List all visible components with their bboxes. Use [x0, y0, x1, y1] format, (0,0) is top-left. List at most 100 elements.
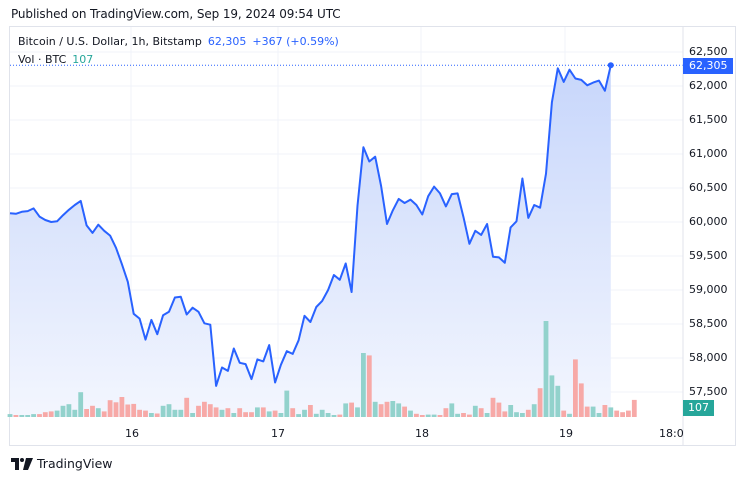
volume-bar [372, 401, 378, 417]
time-axis-label: 18 [415, 427, 429, 440]
volume-bar [54, 410, 60, 417]
volume-bar [313, 413, 319, 417]
volume-bar [396, 403, 402, 417]
price-axis-label: 59,000 [689, 283, 728, 296]
volume-bar [178, 409, 184, 417]
volume-bar [331, 415, 337, 417]
symbol-title[interactable]: Bitcoin / U.S. Dollar, 1h, Bitstamp [18, 35, 202, 48]
volume-bar [449, 403, 455, 417]
volume-bar [72, 409, 78, 417]
volume-bar [149, 413, 154, 417]
price-axis-label: 59,500 [689, 249, 728, 262]
chart-legend: Bitcoin / U.S. Dollar, 1h, Bitstamp 62,30… [18, 33, 339, 69]
time-axis-label: 18:0 [659, 427, 684, 440]
price-axis-label: 62,000 [689, 79, 728, 92]
last-price-marker [607, 62, 614, 69]
volume-bar [119, 397, 125, 417]
volume-bar [337, 414, 343, 417]
volume-bar [37, 414, 42, 417]
volume-bar [549, 375, 555, 417]
price-area-fill [10, 65, 611, 418]
volume-bar [520, 413, 525, 417]
legend-change: +367 (+0.59%) [252, 35, 339, 48]
volume-bar [414, 413, 419, 417]
volume-bar [537, 388, 543, 417]
volume-bar [531, 404, 537, 417]
price-axis-label: 58,000 [689, 351, 728, 364]
published-caption: Published on TradingView.com, Sep 19, 20… [11, 7, 341, 21]
volume-bar [478, 408, 484, 417]
volume-bar [296, 414, 301, 417]
price-axis-label: 62,500 [689, 45, 728, 58]
volume-bar [555, 385, 561, 417]
volume-bar [573, 359, 578, 417]
time-axis-label: 16 [125, 427, 139, 440]
volume-bar [219, 409, 225, 417]
legend-price: 62,305 [207, 35, 247, 48]
volume-bar [95, 408, 101, 417]
volume-bar [361, 353, 366, 417]
volume-bar [237, 408, 243, 417]
volume-bar [143, 410, 148, 417]
volume-bar [160, 405, 166, 417]
legend-price-row: Bitcoin / U.S. Dollar, 1h, Bitstamp 62,30… [18, 33, 339, 51]
volume-bar [567, 413, 572, 417]
volume-bar [231, 413, 237, 417]
price-axis-label: 61,500 [689, 113, 728, 126]
volume-bar [107, 400, 113, 417]
volume-bar [514, 412, 519, 417]
volume-bar [525, 409, 531, 417]
volume-bar [496, 402, 502, 417]
volume-bar [343, 403, 349, 417]
volume-bar [543, 321, 549, 417]
volume-bar [90, 405, 95, 417]
volume-bar [631, 399, 637, 417]
volume-bar [255, 407, 260, 417]
volume-bar [484, 413, 490, 417]
volume-bar [213, 407, 219, 417]
volume-bar [48, 411, 54, 417]
volume-bar [266, 411, 272, 417]
volume-bar [584, 406, 590, 417]
volume-bar [302, 409, 307, 417]
volume-label[interactable]: Vol · BTC [18, 53, 67, 66]
volume-bar [378, 404, 384, 417]
current-volume-tag: 107 [683, 400, 714, 416]
volume-bar [408, 410, 413, 417]
volume-bar [131, 403, 137, 417]
volume-bar [7, 414, 13, 417]
price-axis-label: 60,000 [689, 215, 728, 228]
brand-name: TradingView [37, 456, 113, 471]
current-price-tag: 62,305 [683, 58, 733, 74]
volume-bar [319, 409, 325, 417]
volume-bar [425, 414, 431, 417]
volume-bar [472, 405, 478, 417]
volume-bar [308, 405, 313, 417]
volume-bar [101, 411, 107, 417]
volume-bar [125, 404, 131, 417]
volume-bar [84, 409, 89, 417]
volume-bar [190, 413, 195, 417]
volume-bar [25, 415, 31, 417]
volume-bar [355, 407, 360, 417]
volume-bar [578, 383, 584, 417]
volume-bar [602, 405, 608, 417]
volume-bar [608, 407, 614, 417]
volume-bar [402, 406, 407, 417]
volume-bar [437, 415, 443, 417]
volume-bar [490, 397, 496, 417]
price-axis-label: 58,500 [689, 317, 728, 330]
volume-bar [443, 408, 449, 417]
volume-bar [349, 402, 354, 417]
volume-bar [272, 410, 278, 417]
volume-value: 107 [72, 53, 94, 66]
volume-bar [561, 410, 567, 417]
price-axis-label: 60,500 [689, 181, 728, 194]
price-axis-label: 57,500 [689, 385, 728, 398]
volume-bar [455, 413, 460, 417]
volume-bar [325, 413, 331, 417]
tradingview-brand[interactable]: TradingView [11, 456, 113, 471]
time-axis-label: 19 [559, 427, 573, 440]
volume-bar [366, 355, 372, 417]
